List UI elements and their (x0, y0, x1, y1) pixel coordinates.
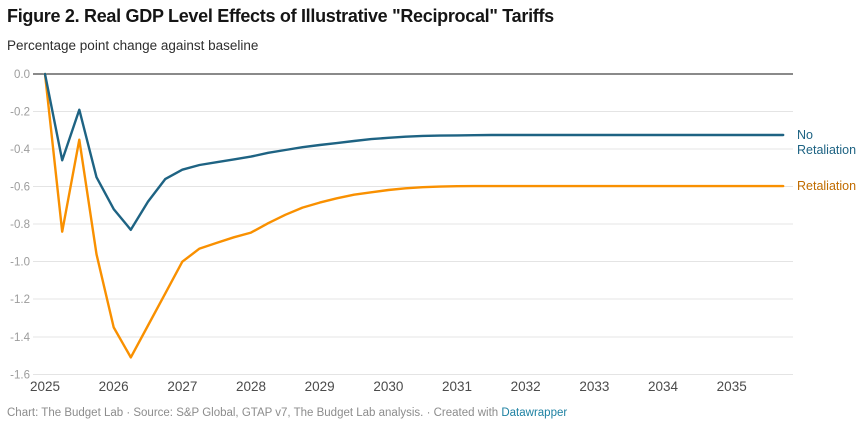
x-tick-label: 2032 (511, 379, 541, 394)
y-tick-label: -1.4 (10, 332, 30, 344)
y-tick-label: -1.2 (10, 294, 30, 306)
y-tick-label: -1.6 (10, 369, 30, 381)
chart-subtitle: Percentage point change against baseline (7, 38, 259, 53)
y-tick-label: -0.2 (10, 107, 30, 119)
datawrapper-link[interactable]: Datawrapper (501, 407, 568, 419)
no-retaliation-line (43, 72, 785, 232)
retaliation-label-line: Retaliation (797, 179, 856, 193)
x-tick-label: 2033 (579, 379, 609, 394)
chart-title: Figure 2. Real GDP Level Effects of Illu… (7, 6, 554, 26)
x-tick-label: 2028 (236, 379, 266, 394)
x-tick-label: 2029 (305, 379, 335, 394)
x-tick-label: 2025 (30, 379, 60, 394)
x-tick-label: 2035 (717, 379, 747, 394)
y-tick-label: -1.0 (10, 257, 30, 269)
y-tick-label: -0.6 (10, 182, 30, 194)
x-tick-label: 2027 (167, 379, 197, 394)
x-tick-label: 2030 (373, 379, 403, 394)
x-tick-label: 2026 (99, 379, 129, 394)
y-tick-label: -0.4 (10, 144, 30, 156)
x-tick-label: 2034 (648, 379, 679, 394)
no-retaliation-label-line: No (797, 128, 813, 142)
footer-credit-text: Chart: The Budget Lab · Source: S&P Glob… (7, 407, 502, 419)
y-tick-label: 0.0 (14, 69, 30, 81)
y-tick-label: -0.8 (10, 219, 30, 231)
x-tick-label: 2031 (442, 379, 472, 394)
footer-credit-line: Chart: The Budget Lab · Source: S&P Glob… (7, 407, 567, 419)
no-retaliation-label-line: Retaliation (797, 143, 856, 157)
no-retaliation-label: No Retaliation (797, 128, 856, 157)
retaliation-label: Retaliation (797, 179, 856, 193)
retaliation-line (43, 72, 785, 359)
